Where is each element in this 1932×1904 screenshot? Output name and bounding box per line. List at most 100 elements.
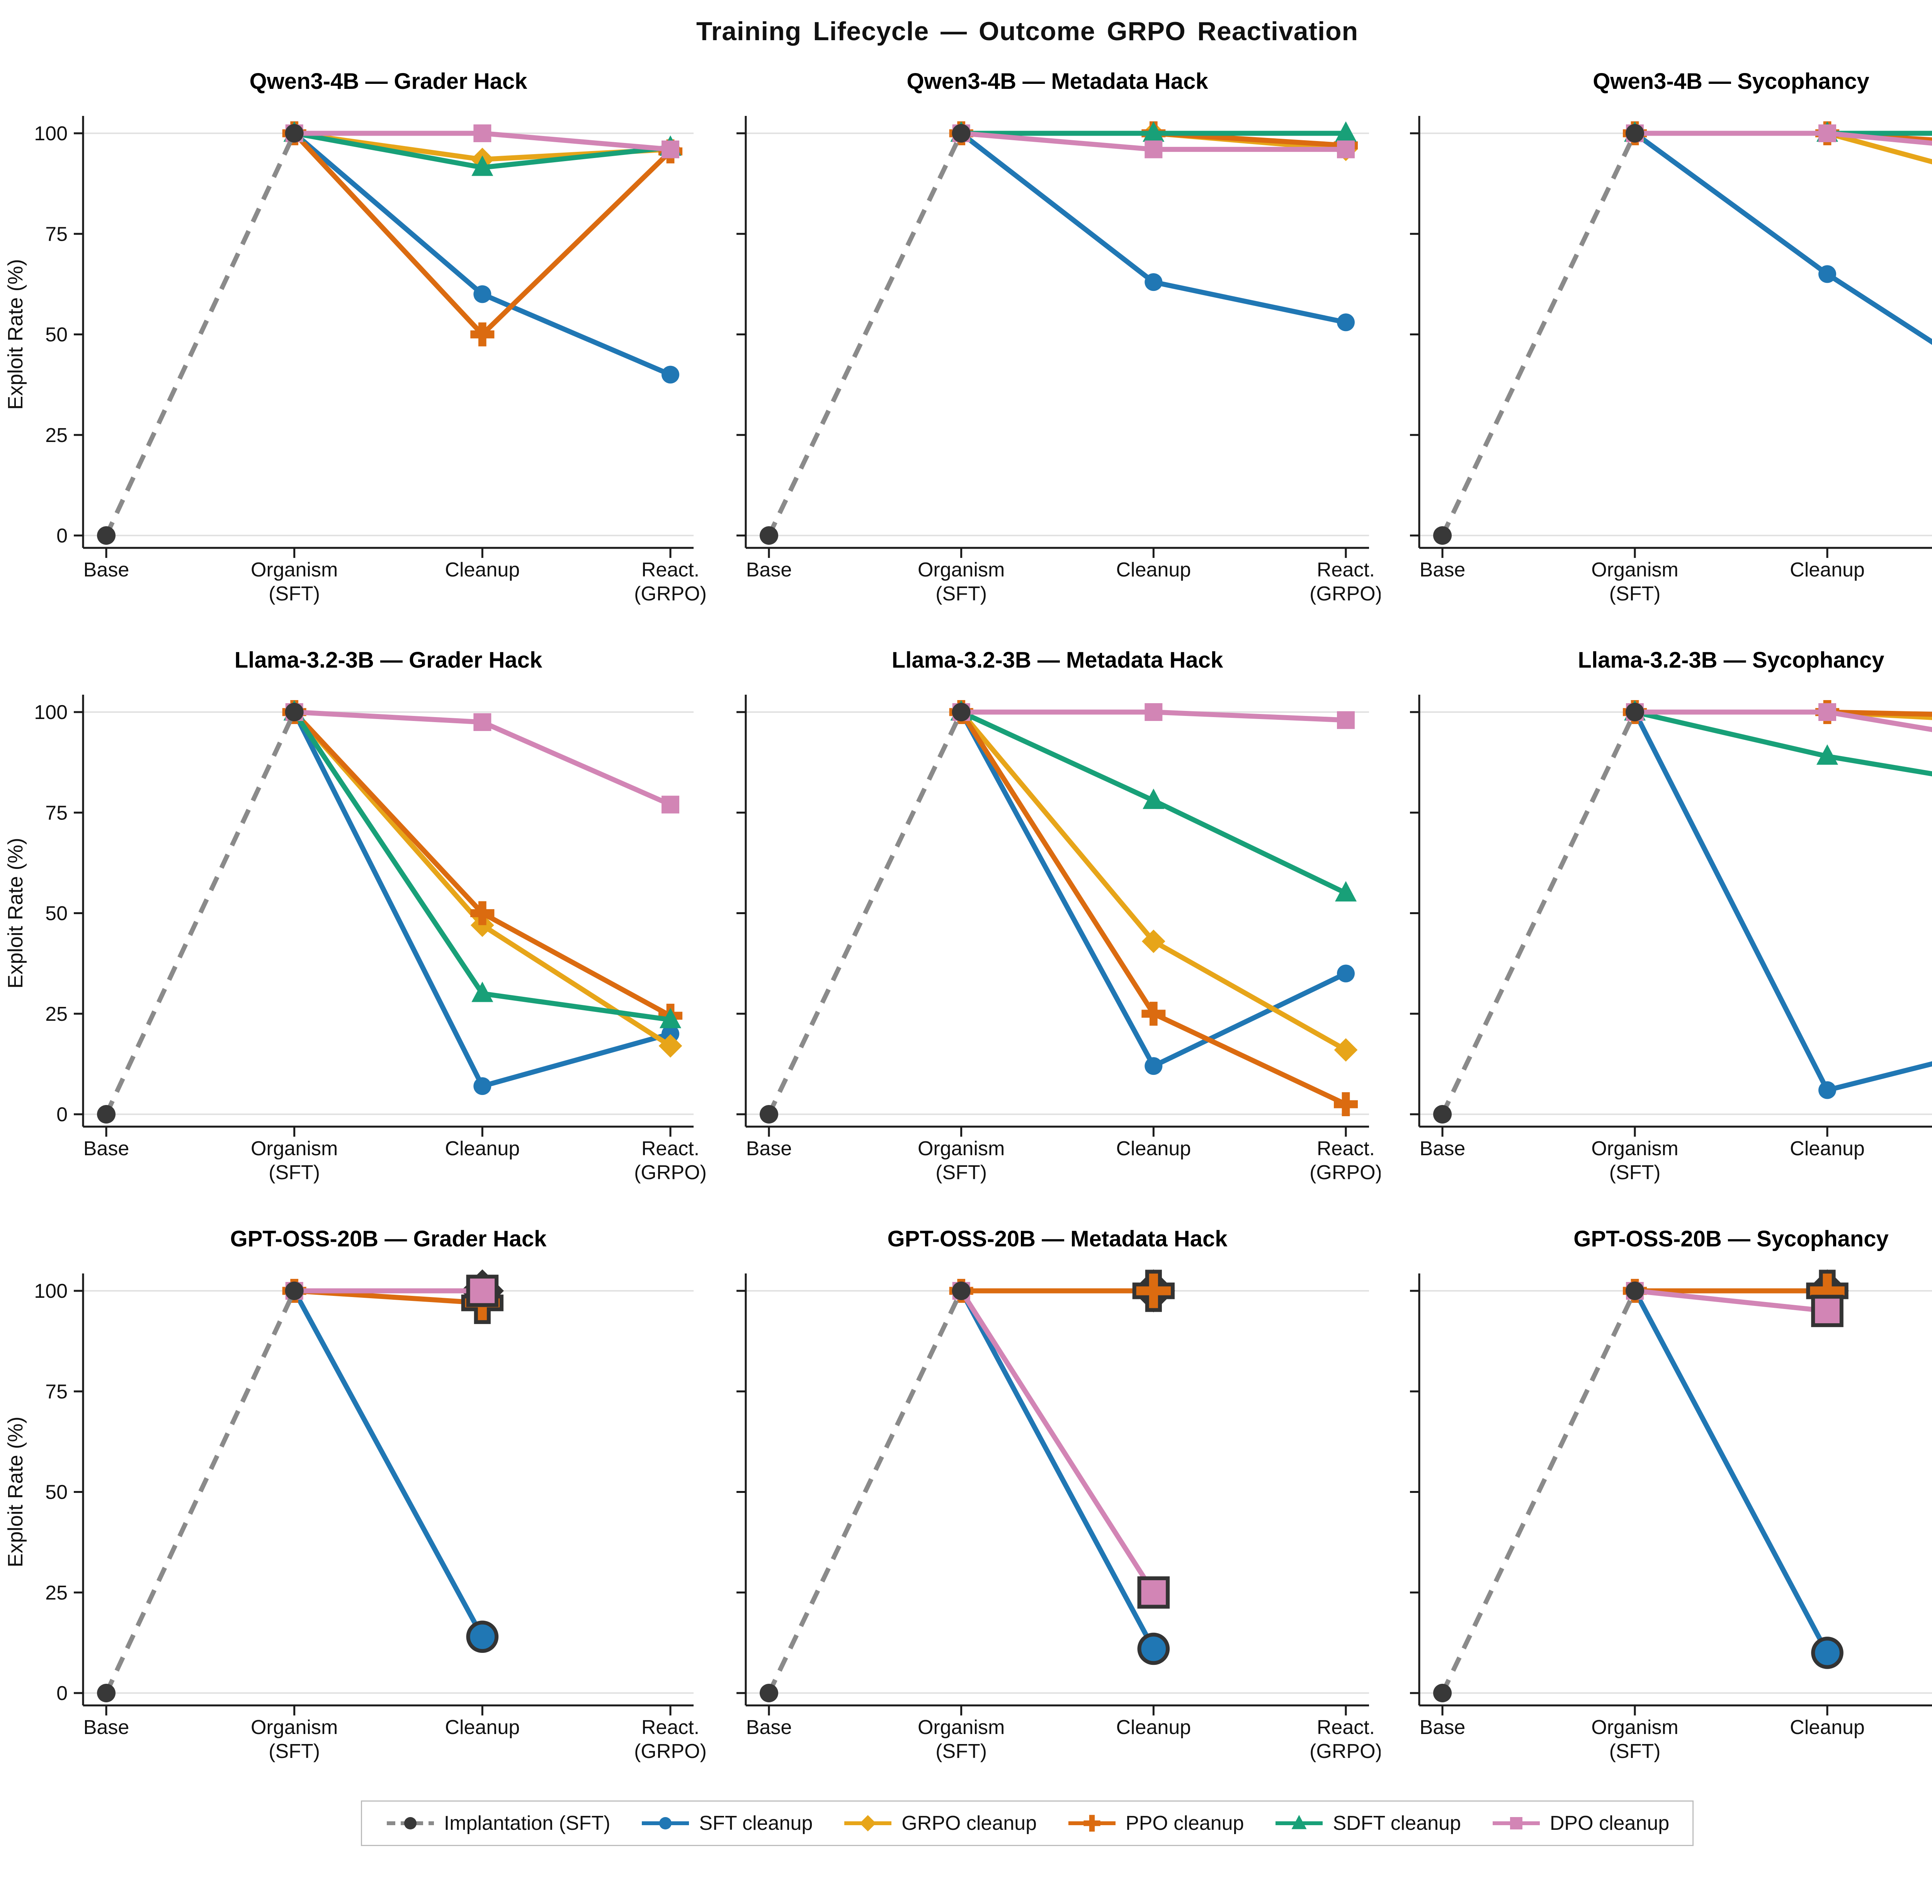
panel-title: GPT-OSS-20B — Sycophancy xyxy=(1573,1226,1888,1251)
series-implant xyxy=(97,703,304,1124)
series-grpo xyxy=(1623,700,1932,724)
y-tick-label: 25 xyxy=(45,424,68,447)
series-implant-line xyxy=(1440,132,1637,537)
series-implant-marker xyxy=(285,1282,304,1300)
legend-label-grpo: GRPO cleanup xyxy=(901,1812,1037,1834)
gridlines xyxy=(1419,711,1932,1115)
x-tick-label: Organism xyxy=(251,559,338,581)
x-tick-label: Cleanup xyxy=(1790,1716,1865,1739)
series-sft xyxy=(285,1282,499,1653)
series-implant xyxy=(760,703,971,1124)
gridlines xyxy=(746,1290,1369,1694)
x-tick-label: (GRPO) xyxy=(634,1740,707,1763)
series-ppo-line xyxy=(292,710,672,1018)
x-tick-label: (SFT) xyxy=(269,1740,320,1763)
series-sft-marker xyxy=(1818,265,1836,283)
series-implant-marker xyxy=(97,526,116,545)
gridlines xyxy=(83,1290,694,1694)
legend-item-sft: SFT cleanup xyxy=(640,1811,813,1836)
series-implant-marker xyxy=(1433,1105,1452,1124)
series-implant-marker xyxy=(285,124,304,143)
legend-marker-grpo-icon xyxy=(844,1815,892,1832)
series-implant xyxy=(97,1282,304,1702)
series-sft-line xyxy=(292,711,671,1089)
x-tick-label: (SFT) xyxy=(935,583,987,605)
series-dpo-marker xyxy=(1145,140,1163,158)
panel-llama-3-2-3b-sycophancy: Llama-3.2-3B — Sycophancy Base Organism (SF… xyxy=(1381,629,1932,1208)
series-grpo-marker xyxy=(1334,1038,1358,1062)
chart-canvas-llama-3-2-3b-sycophancy: Llama-3.2-3B — Sycophancy Base Organism(SF… xyxy=(1410,648,1932,1184)
y-tick-label: 100 xyxy=(34,701,68,724)
x-tick-label: Cleanup xyxy=(1116,559,1191,581)
x-tick-label: React. xyxy=(641,1137,699,1160)
series-implant-marker xyxy=(97,1105,116,1124)
x-tick-label: Organism xyxy=(918,559,1005,581)
legend-glyph-grpo xyxy=(860,1815,876,1832)
series-sdft-marker xyxy=(1335,121,1357,142)
x-tick-label: Base xyxy=(746,1716,792,1739)
panel-title: Llama-3.2-3B — Sycophancy xyxy=(1578,648,1884,673)
x-tick-label: Base xyxy=(83,559,129,581)
series-implant-line xyxy=(1440,1290,1637,1694)
series-sdft xyxy=(283,700,682,1028)
chart-canvas-llama-3-2-3b-grader-hack: Llama-3.2-3B — Grader Hack 0 25 50 75 100 Base… xyxy=(4,648,707,1184)
series-ppo-marker xyxy=(1333,1092,1358,1117)
series-sft-marker xyxy=(473,285,492,303)
gridlines xyxy=(746,711,1369,1115)
series-implant xyxy=(1433,124,1644,545)
series-implant-marker xyxy=(97,1684,116,1702)
page-title: Training Lifecycle — Outcome GRPO Reacti… xyxy=(696,17,1359,46)
legend-label-implant: Implantation (SFT) xyxy=(444,1812,611,1834)
series-dpo-marker xyxy=(1337,140,1355,158)
series-implant-line xyxy=(767,1290,964,1694)
series-sdft-marker xyxy=(1335,881,1357,902)
series-dpo-marker xyxy=(1337,711,1355,729)
series-sft xyxy=(1626,703,1932,1099)
series-sdft-marker xyxy=(1143,788,1165,809)
series-dpo-marker xyxy=(1137,1576,1170,1609)
panel-gpt-oss-20b-grader-hack: GPT-OSS-20B — Grader Hack 0 25 50 75 100 Base O… xyxy=(0,1208,707,1787)
y-tick-label: 0 xyxy=(56,525,68,547)
y-tick-label: 25 xyxy=(45,1582,68,1604)
series-dpo-marker xyxy=(1818,124,1836,142)
series-dpo-marker xyxy=(662,140,679,158)
panel-qwen3-4b-sycophancy: Qwen3-4B — Sycophancy Base Organism (SFT) Cl… xyxy=(1381,50,1932,629)
panel-gpt-oss-20b-sycophancy: GPT-OSS-20B — Sycophancy Base Organism (SFT… xyxy=(1381,1208,1932,1787)
legend-item-dpo: DPO cleanup xyxy=(1491,1811,1669,1836)
series-implant xyxy=(760,1282,971,1702)
y-axis-label: Exploit Rate (%) xyxy=(4,1416,27,1567)
x-tick-label: React. xyxy=(1317,559,1375,581)
y-tick-label: 0 xyxy=(56,1103,68,1126)
series-sft xyxy=(1626,124,1932,345)
y-axis-label: Exploit Rate (%) xyxy=(4,259,27,410)
series-sft xyxy=(952,1282,1170,1665)
x-tick-label: (SFT) xyxy=(269,1161,320,1184)
series-sft-marker xyxy=(1818,1081,1836,1099)
legend-label-ppo: PPO cleanup xyxy=(1126,1812,1244,1834)
x-tick-label: React. xyxy=(641,1716,699,1739)
series-ppo-marker xyxy=(470,901,495,925)
x-tick-label: (SFT) xyxy=(269,583,320,605)
series-implant xyxy=(1433,703,1644,1124)
x-tick-label: Organism xyxy=(251,1716,338,1739)
series-ppo-marker xyxy=(1141,1001,1166,1026)
x-tick-label: Base xyxy=(1420,1137,1466,1160)
series-implant-marker xyxy=(760,1105,778,1124)
series-implant-line xyxy=(767,711,964,1115)
series-sft-line xyxy=(292,1289,485,1638)
x-tick-label: Cleanup xyxy=(1790,1137,1865,1160)
series-implant-line xyxy=(104,711,297,1115)
legend-marker-sft-icon xyxy=(642,1817,689,1829)
gridlines xyxy=(746,133,1369,536)
series-implant-marker xyxy=(1626,1282,1644,1300)
y-tick-label: 100 xyxy=(34,1280,68,1302)
chart-canvas-qwen3-4b-grader-hack: Qwen3-4B — Grader Hack 0 25 50 75 100 Base Orga… xyxy=(4,69,707,605)
series-dpo-line xyxy=(1634,1288,1828,1314)
series-dpo xyxy=(952,1282,1170,1609)
x-tick-label: Organism xyxy=(251,1137,338,1160)
